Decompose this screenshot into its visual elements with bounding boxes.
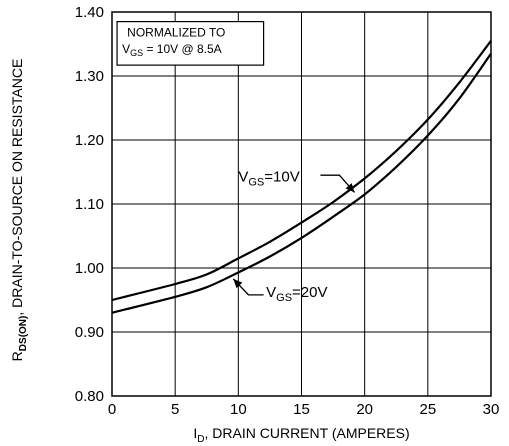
y-tick-label: 1.40 [75, 4, 104, 21]
label-gs: GS [276, 292, 292, 304]
note-v: V [122, 42, 130, 56]
x-label-sub: D [197, 434, 204, 445]
series-line-vgs10 [111, 40, 492, 302]
x-tick-label: 5 [171, 401, 179, 418]
y-tick-labels: 0.80 0.90 1.00 1.10 1.20 1.30 1.40 [75, 4, 104, 405]
normalization-note: NORMALIZED TO VGS = 10V @ 8.5A [116, 21, 265, 66]
x-label-i: I [193, 425, 197, 441]
x-label-rest: , DRAIN CURRENT (AMPERES) [205, 425, 410, 441]
x-tick-label: 0 [108, 401, 116, 418]
x-tick-label: 10 [230, 401, 247, 418]
x-tick-label: 20 [356, 401, 373, 418]
y-tick-label: 1.30 [75, 68, 104, 85]
series-layer [111, 40, 492, 314]
x-tick-label: 25 [419, 401, 436, 418]
label-gs: GS [248, 177, 264, 189]
y-tick-label: 1.00 [75, 260, 104, 277]
y-label-r: R [9, 351, 25, 361]
y-label-rest: , DRAIN-TO-SOURCE ON RESISTANCE [9, 59, 25, 316]
series-label-vgs20: VGS=20V [232, 278, 328, 304]
note-box [116, 21, 265, 66]
note-rest: = 10V @ 8.5A [143, 42, 222, 56]
y-tick-label: 1.10 [75, 196, 104, 213]
grid [111, 11, 492, 397]
label-rest: =10V [264, 169, 299, 186]
label-v: V [266, 284, 276, 301]
plot-frame [111, 11, 492, 397]
note-line-2: VGS = 10V @ 8.5A [122, 42, 222, 58]
y-label-sub: DS(ON) [18, 316, 29, 352]
note-line-1: NORMALIZED TO [127, 25, 225, 39]
series-label-vgs10: VGS=10V [238, 169, 356, 193]
series-leader-arrowhead [345, 183, 355, 193]
x-tick-label: 15 [293, 401, 310, 418]
x-tick-label: 30 [483, 401, 500, 418]
y-tick-label: 0.90 [75, 324, 104, 341]
x-axis-label: ID, DRAIN CURRENT (AMPERES) [193, 425, 409, 445]
label-rest: =20V [292, 284, 327, 301]
y-tick-label: 1.20 [75, 132, 104, 149]
series-label-text: VGS=10V [238, 169, 299, 189]
y-tick-label: 0.80 [75, 388, 104, 405]
note-gs: GS [130, 48, 143, 58]
series-line-vgs20 [111, 52, 492, 314]
x-tick-labels: 0 5 10 15 20 25 30 [108, 401, 500, 418]
y-axis-label: RDS(ON), DRAIN-TO-SOURCE ON RESISTANCE [9, 59, 29, 362]
label-v: V [238, 169, 248, 186]
series-label-text: VGS=20V [266, 284, 327, 304]
series-leader-arrowhead [233, 278, 243, 289]
